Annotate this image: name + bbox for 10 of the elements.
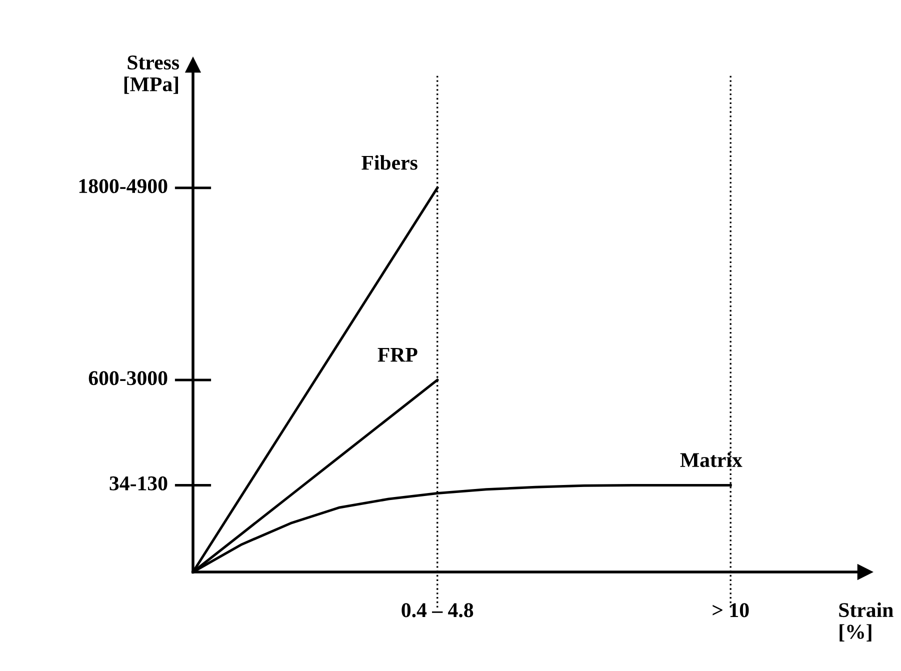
series-label: FRP — [378, 348, 418, 362]
text: 34-130 — [110, 476, 168, 490]
x-axis-title: Strain [%] — [839, 602, 894, 642]
series-label: Matrix — [680, 452, 742, 468]
text: 600-3000 — [88, 371, 168, 386]
y-axis-title: Stress [MPa] — [124, 56, 180, 94]
text: 1800-4900 — [79, 179, 168, 194]
x-tick-label: 0.4 – 4.8 — [402, 603, 474, 618]
x-tick-label: > 10 — [712, 603, 749, 618]
series-label: Fibers — [362, 155, 418, 170]
